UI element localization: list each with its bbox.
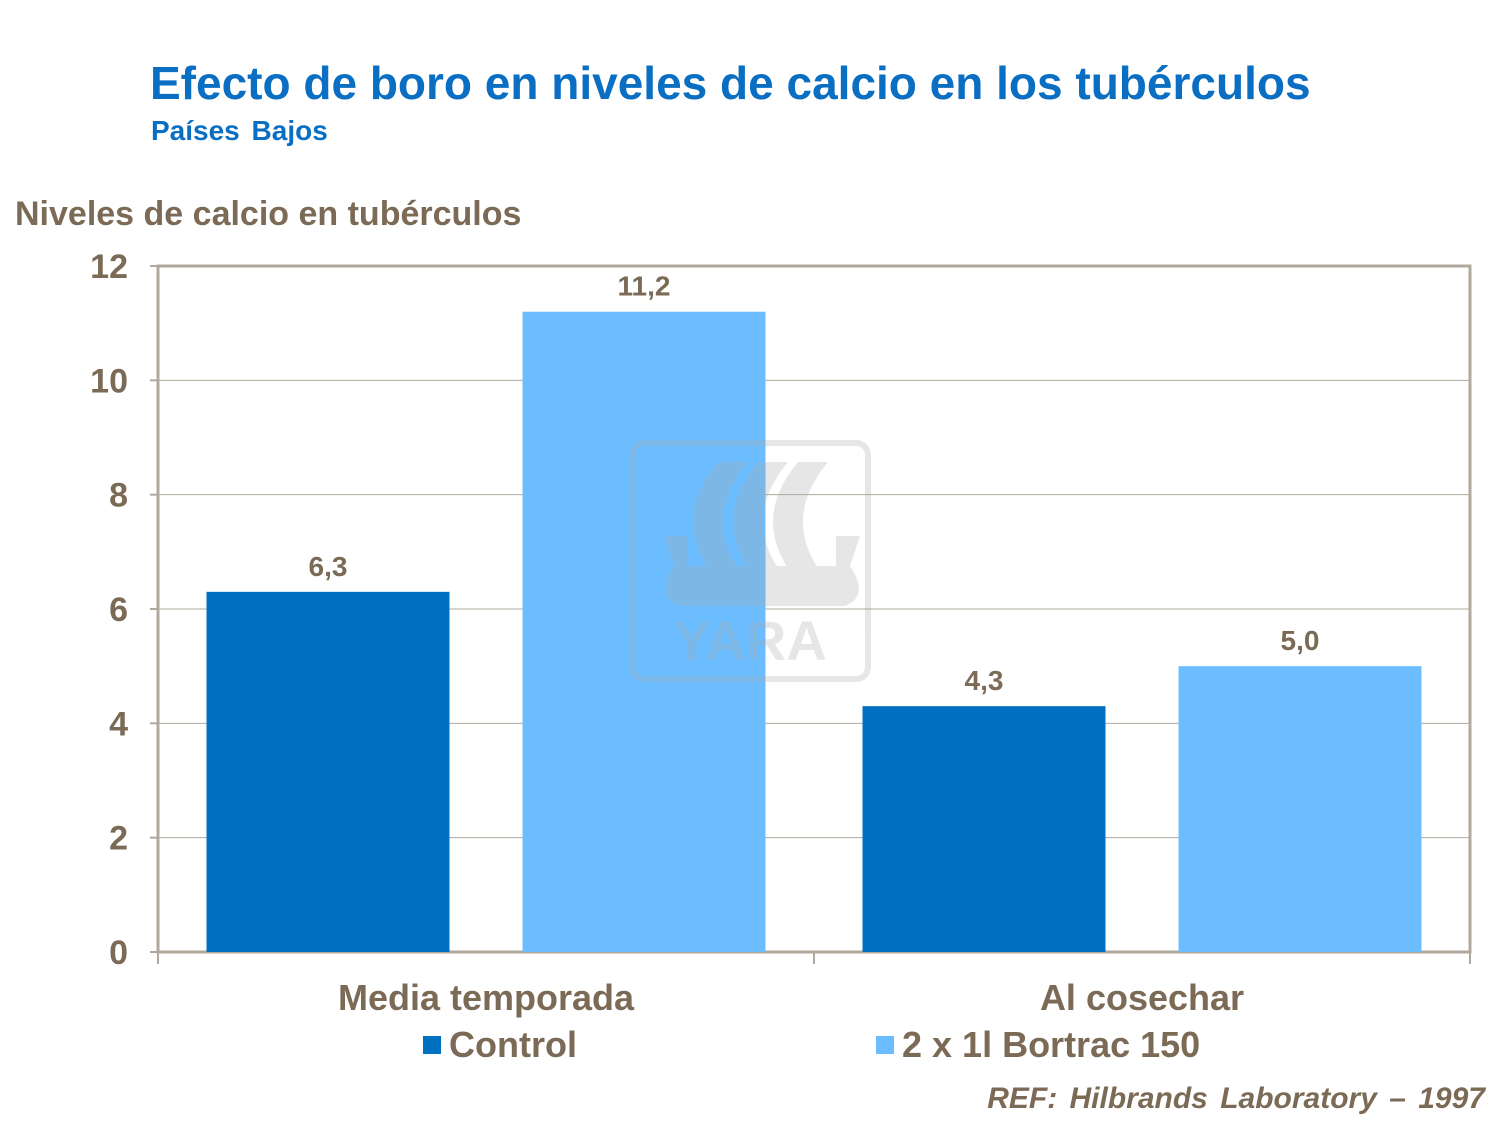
- legend-item-bortrac: 2 x 1l Bortrac 150: [876, 1024, 1200, 1066]
- y-tick-label: 2: [109, 820, 128, 858]
- legend-swatch: [423, 1036, 441, 1054]
- bar: [1178, 666, 1422, 952]
- legend-label: Control: [449, 1024, 577, 1065]
- chart-subtitle: Países Bajos: [151, 115, 328, 146]
- y-tick-label: 10: [90, 362, 128, 400]
- legend-swatch: [876, 1036, 894, 1054]
- chart-title: Efecto de boro en niveles de calcio en l…: [150, 57, 1311, 109]
- y-tick-label: 8: [109, 477, 128, 515]
- x-tick-label: Media temporada: [338, 977, 635, 1018]
- bar: [206, 591, 450, 952]
- bar: [522, 311, 766, 952]
- y-tick-label: 4: [109, 705, 128, 743]
- yara-logo-watermark: [629, 440, 871, 682]
- y-tick-label: 12: [90, 248, 128, 286]
- bar: [862, 706, 1106, 952]
- yara-logo-text: YARA: [673, 609, 827, 672]
- data-label: 6,3: [309, 551, 348, 582]
- x-tick-label: Al cosechar: [1040, 977, 1244, 1018]
- y-axis-label: Niveles de calcio en tubérculos: [15, 195, 522, 233]
- y-tick-label: 6: [109, 591, 128, 629]
- legend-item-control: Control: [423, 1024, 577, 1066]
- y-tick-label: 0: [109, 934, 128, 972]
- legend-label: 2 x 1l Bortrac 150: [902, 1024, 1201, 1065]
- data-label: 4,3: [965, 665, 1004, 696]
- data-label: 5,0: [1281, 625, 1320, 656]
- data-label: 11,2: [618, 271, 671, 302]
- reference-note: REF: Hilbrands Laboratory – 1997: [987, 1082, 1485, 1115]
